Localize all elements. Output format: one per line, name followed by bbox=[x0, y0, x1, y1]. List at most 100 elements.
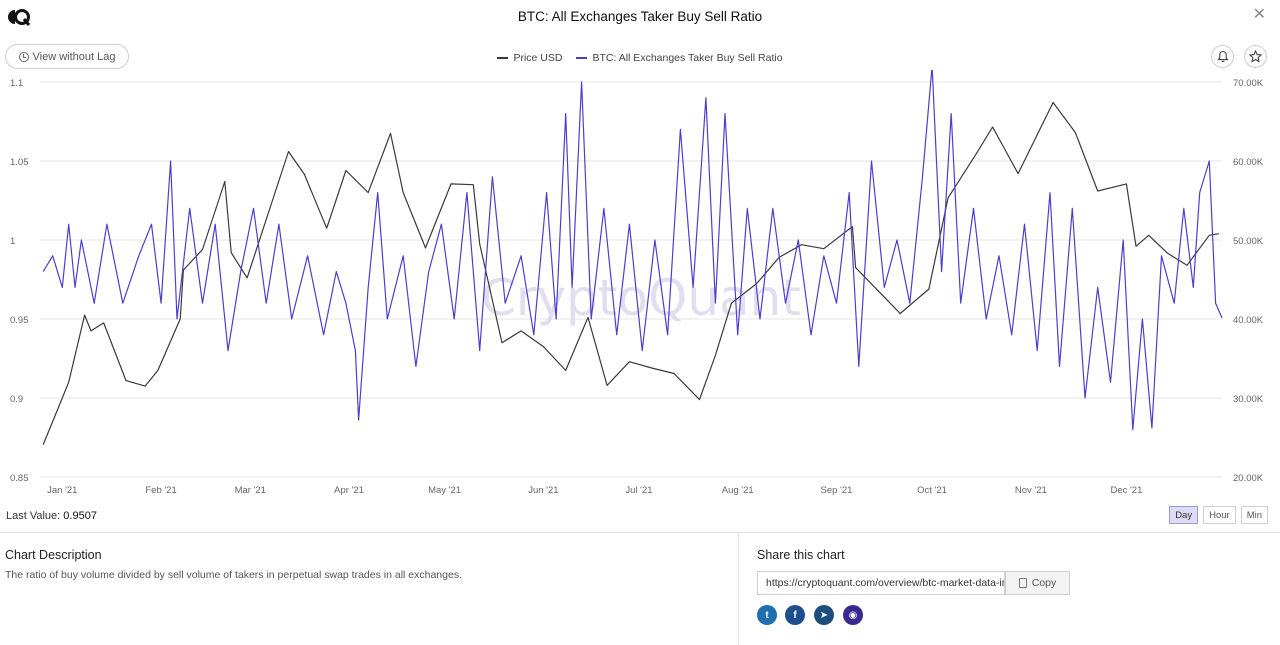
ratio-point bbox=[628, 223, 630, 225]
chart-area[interactable]: CryptoQuant 1.1 1.05 1 0.95 0.9 0.85 70.00K 60.0… bbox=[0, 70, 1280, 500]
right-axis-tick-label: 40.00K bbox=[1233, 315, 1264, 326]
ratio-point bbox=[335, 270, 337, 272]
last-value-number: 0.9507 bbox=[63, 510, 97, 522]
ratio-point bbox=[440, 223, 442, 225]
price-point bbox=[42, 443, 44, 445]
series-line-ratio bbox=[42, 70, 1223, 431]
price-point bbox=[367, 191, 369, 193]
range-min-button[interactable]: Min bbox=[1240, 506, 1268, 524]
left-axis-tick-label: 1.05 bbox=[10, 157, 29, 168]
chart-title: BTC: All Exchanges Taker Buy Sell Ratio bbox=[517, 9, 763, 24]
legend-item-price[interactable]: Price USD bbox=[497, 52, 562, 64]
ratio-point bbox=[1058, 365, 1060, 367]
legend-label-price: Price USD bbox=[513, 52, 563, 64]
ratio-point bbox=[784, 302, 786, 304]
price-point bbox=[1148, 234, 1150, 236]
favorite-button[interactable] bbox=[1244, 45, 1267, 68]
price-point bbox=[606, 384, 608, 386]
price-point bbox=[201, 248, 203, 250]
ratio-point bbox=[52, 255, 54, 257]
share-url-field[interactable]: https://cryptoquant.com/overview/btc-mar… bbox=[757, 571, 1005, 595]
ratio-point bbox=[1160, 255, 1162, 257]
legend-swatch-ratio bbox=[576, 57, 588, 59]
ratio-point bbox=[1109, 381, 1111, 383]
ratio-point bbox=[1122, 239, 1124, 241]
twitter-icon: t bbox=[765, 609, 769, 621]
price-point bbox=[389, 132, 391, 134]
x-axis-tick-label: Jun '21 bbox=[528, 485, 558, 496]
ratio-point bbox=[1208, 160, 1210, 162]
ratio-point bbox=[80, 239, 82, 241]
ratio-point bbox=[74, 286, 76, 288]
price-point bbox=[182, 269, 184, 271]
ratio-point bbox=[189, 207, 191, 209]
ratio-point bbox=[1132, 428, 1134, 430]
x-axis-tick-label: Dec '21 bbox=[1110, 485, 1142, 496]
close-icon[interactable]: ✕ bbox=[1252, 6, 1266, 23]
price-point bbox=[1052, 101, 1054, 103]
ratio-point bbox=[603, 207, 605, 209]
ratio-point bbox=[1084, 397, 1086, 399]
price-point bbox=[1125, 183, 1127, 185]
ratio-point bbox=[377, 191, 379, 193]
ratio-point bbox=[427, 270, 429, 272]
range-hour-button[interactable]: Hour bbox=[1203, 506, 1236, 524]
telegram-icon: ➤ bbox=[819, 609, 829, 621]
view-without-lag-button[interactable]: View without Lag bbox=[5, 44, 129, 69]
camera-share-button[interactable]: ◉ bbox=[843, 605, 863, 625]
ratio-point bbox=[1151, 427, 1153, 429]
telegram-share-button[interactable]: ➤ bbox=[814, 605, 834, 625]
price-point bbox=[103, 322, 105, 324]
ratio-point bbox=[345, 302, 347, 304]
ratio-point bbox=[759, 318, 761, 320]
legend-swatch-price bbox=[497, 57, 509, 59]
price-point bbox=[975, 152, 977, 154]
price-point bbox=[450, 183, 452, 185]
legend-item-ratio[interactable]: BTC: All Exchanges Taker Buy Sell Ratio bbox=[576, 52, 783, 64]
range-day-button[interactable]: Day bbox=[1169, 506, 1199, 524]
ratio-point bbox=[214, 223, 216, 225]
price-point bbox=[224, 180, 226, 182]
alert-button[interactable] bbox=[1211, 45, 1234, 68]
clock-icon bbox=[18, 51, 29, 62]
price-point bbox=[501, 342, 503, 344]
ratio-point bbox=[555, 318, 557, 320]
chart-legend: Price USD BTC: All Exchanges Taker Buy S… bbox=[0, 52, 1280, 64]
ratio-point bbox=[998, 255, 1000, 257]
ratio-point bbox=[858, 365, 860, 367]
price-point bbox=[58, 405, 60, 407]
ratio-point bbox=[504, 302, 506, 304]
right-axis-tick-label: 70.00K bbox=[1233, 78, 1264, 89]
copy-button[interactable]: Copy bbox=[1005, 571, 1070, 595]
price-point bbox=[1208, 234, 1210, 236]
ratio-point bbox=[122, 302, 124, 304]
ratio-point bbox=[714, 302, 716, 304]
ratio-point bbox=[883, 286, 885, 288]
ratio-point bbox=[564, 112, 566, 114]
copy-icon bbox=[1018, 578, 1027, 588]
ratio-point bbox=[67, 223, 69, 225]
ratio-point bbox=[835, 302, 837, 304]
price-point bbox=[157, 369, 159, 371]
left-axis-tick-label: 1 bbox=[10, 236, 15, 247]
price-point bbox=[246, 277, 248, 279]
watermark-text: CryptoQuant bbox=[481, 269, 801, 327]
last-value: Last Value: 0.9507 bbox=[6, 510, 97, 522]
last-value-label: Last Value: bbox=[6, 510, 61, 522]
ratio-point bbox=[306, 255, 308, 257]
price-point bbox=[1074, 131, 1076, 133]
price-point bbox=[714, 354, 716, 356]
price-point bbox=[1218, 232, 1220, 234]
ratio-point bbox=[160, 302, 162, 304]
ratio-point bbox=[909, 302, 911, 304]
price-point bbox=[651, 367, 653, 369]
price-point bbox=[478, 243, 480, 245]
ratio-point bbox=[1097, 286, 1099, 288]
facebook-share-button[interactable]: f bbox=[785, 605, 805, 625]
series-line-price bbox=[42, 101, 1219, 445]
ratio-point bbox=[590, 318, 592, 320]
twitter-share-button[interactable]: t bbox=[757, 605, 777, 625]
facebook-icon: f bbox=[793, 609, 797, 621]
ratio-point bbox=[240, 270, 242, 272]
x-axis-tick-label: Feb '21 bbox=[145, 485, 176, 496]
